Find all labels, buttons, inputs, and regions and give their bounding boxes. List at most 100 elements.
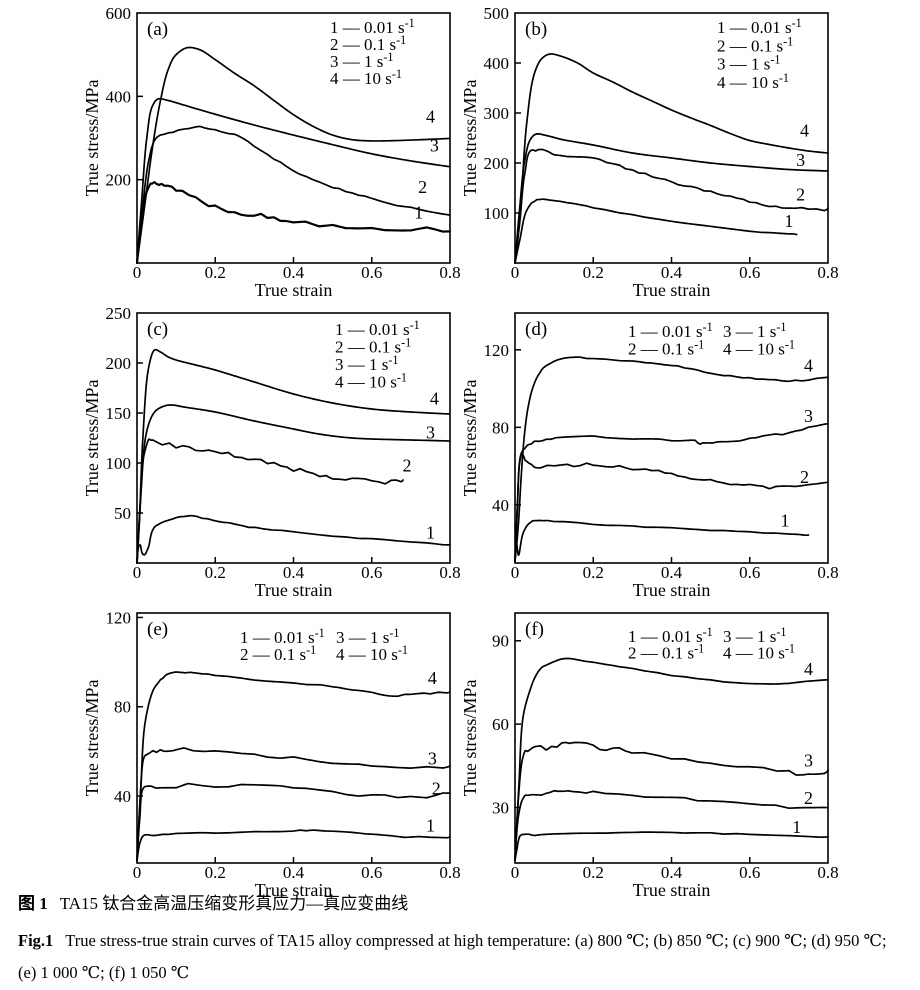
curve-label-3: 3 (426, 422, 435, 442)
curve-label-4: 4 (804, 356, 813, 376)
legend-entry-4: 4 — 10 s-1 (723, 338, 795, 359)
curve-label-1: 1 (780, 511, 789, 531)
curve-label-3: 3 (804, 406, 813, 426)
subplot-d: 0 0.2 0.4 0.6 0.8 40 80 120 True strain True stre… (460, 300, 920, 600)
legend-entry-3: 3 — 1 s-1 (723, 320, 787, 341)
x-tick-label: 0.4 (283, 563, 305, 582)
y-tick-label: 200 (484, 154, 510, 173)
plot-frame (136, 312, 451, 564)
curve-label-3: 3 (804, 751, 813, 771)
x-tick-label: 0.6 (739, 263, 760, 282)
curve-1 (136, 514, 451, 564)
x-axis-label: True strain (255, 580, 333, 600)
x-axis-label: True strain (633, 880, 711, 900)
legend-entry-1: 1 — 0.01 s-1 (717, 16, 802, 37)
subplot-f: 0 0.2 0.4 0.6 0.8 30 60 90 True strain True stres… (460, 600, 920, 900)
curve-label-1: 1 (426, 522, 435, 542)
y-tick-label: 40 (114, 787, 131, 806)
x-tick-label: 0.8 (817, 563, 838, 582)
curve-label-2: 2 (432, 779, 441, 799)
y-axis-label: True stress/MPa (82, 80, 102, 197)
curve-4 (136, 348, 451, 564)
legend-entry-3: 3 — 1 s-1 (335, 353, 399, 374)
legend-entry-2: 2 — 0.1 s-1 (240, 643, 316, 664)
y-tick-label: 50 (114, 504, 131, 523)
curve-3 (136, 747, 451, 862)
curve-2 (136, 125, 451, 264)
x-tick-label: 0 (511, 563, 520, 582)
curve-label-2: 2 (796, 184, 805, 204)
curve-label-1: 1 (414, 202, 423, 222)
curve-label-4: 4 (430, 388, 439, 408)
curve-label-4: 4 (800, 120, 809, 140)
legend-entry-2: 2 — 0.1 s-1 (628, 642, 704, 663)
curve-4 (514, 657, 829, 862)
legend-entry-1: 1 — 0.01 s-1 (240, 626, 325, 647)
figure-caption: 图 1 TA15 钛合金高温压缩变形真应力—真应变曲线 Fig.1 True str… (18, 891, 906, 989)
x-tick-label: 0.2 (583, 263, 604, 282)
x-tick-label: 0.4 (661, 863, 683, 882)
legend-entry-1: 1 — 0.01 s-1 (628, 625, 713, 646)
caption-zh-text: TA15 钛合金高温压缩变形真应力—真应变曲线 (59, 894, 409, 913)
curve-4 (136, 671, 451, 862)
curve-1 (514, 519, 810, 562)
curve-3 (514, 741, 829, 862)
caption-zh-label: 图 1 (18, 894, 48, 913)
curve-label-4: 4 (804, 659, 813, 679)
y-tick-label: 200 (106, 354, 132, 373)
x-tick-label: 0.6 (361, 863, 382, 882)
legend-entry-4: 4 — 10 s-1 (717, 71, 789, 92)
y-tick-label: 400 (106, 87, 132, 106)
curve-label-1: 1 (426, 815, 435, 835)
curve-2 (514, 789, 829, 862)
legend-entry-1: 1 — 0.01 s-1 (335, 318, 420, 339)
y-axis-label: True stress/MPa (460, 680, 480, 797)
y-tick-label: 100 (484, 204, 510, 223)
x-tick-label: 0.4 (661, 263, 683, 282)
legend-entry-2: 2 — 0.1 s-1 (335, 336, 411, 357)
y-tick-label: 90 (492, 632, 509, 651)
x-tick-label: 0.8 (439, 563, 460, 582)
chart-svg-b: 0 0.2 0.4 0.6 0.8 100 200 300 400 500 True strain T… (460, 4, 839, 300)
y-axis-label: True stress/MPa (82, 380, 102, 497)
y-tick-label: 120 (106, 608, 132, 627)
x-tick-label: 0.6 (361, 563, 382, 582)
y-tick-label: 600 (106, 4, 132, 23)
y-tick-label: 400 (484, 54, 510, 73)
chart-svg-c: 0 0.2 0.4 0.6 0.8 50 100 150 200 250 True strain Tr… (82, 304, 461, 600)
x-tick-label: 0.4 (283, 263, 305, 282)
x-tick-label: 0.2 (205, 263, 226, 282)
curve-label-1: 1 (792, 817, 801, 837)
x-tick-label: 0.6 (739, 563, 760, 582)
subplot-c: 0 0.2 0.4 0.6 0.8 50 100 150 200 250 True strain Tr… (0, 300, 461, 600)
curve-1 (514, 831, 829, 862)
chart-svg-e: 0 0.2 0.4 0.6 0.8 40 80 120 True strain True stre… (82, 608, 461, 900)
x-tick-label: 0.2 (583, 863, 604, 882)
x-tick-label: 0.8 (817, 263, 838, 282)
panel-letter: (d) (525, 319, 547, 340)
y-tick-label: 150 (106, 404, 132, 423)
x-tick-label: 0.2 (205, 563, 226, 582)
legend-entry-3: 3 — 1 s-1 (723, 625, 787, 646)
x-tick-label: 0 (511, 263, 520, 282)
curve-2 (136, 438, 404, 564)
curve-2 (136, 782, 451, 862)
x-tick-label: 0.8 (439, 263, 460, 282)
y-tick-label: 100 (106, 454, 132, 473)
curve-1 (514, 198, 798, 264)
x-tick-label: 0.2 (583, 563, 604, 582)
curve-4 (136, 46, 451, 264)
curve-label-2: 2 (800, 467, 809, 487)
curve-label-2: 2 (418, 177, 427, 197)
curve-3 (136, 404, 451, 564)
legend-entry-4: 4 — 10 s-1 (330, 67, 402, 88)
panel-letter: (e) (147, 619, 168, 640)
y-axis-label: True stress/MPa (460, 380, 480, 497)
caption-english: Fig.1 True stress-true strain curves of T… (18, 925, 906, 989)
curve-label-4: 4 (426, 107, 435, 127)
legend-entry-1: 1 — 0.01 s-1 (628, 320, 713, 341)
x-tick-label: 0 (133, 263, 142, 282)
subplot-a: 0 0.2 0.4 0.6 0.8 200 400 600 True strain True st… (0, 0, 461, 300)
curve-label-3: 3 (796, 150, 805, 170)
